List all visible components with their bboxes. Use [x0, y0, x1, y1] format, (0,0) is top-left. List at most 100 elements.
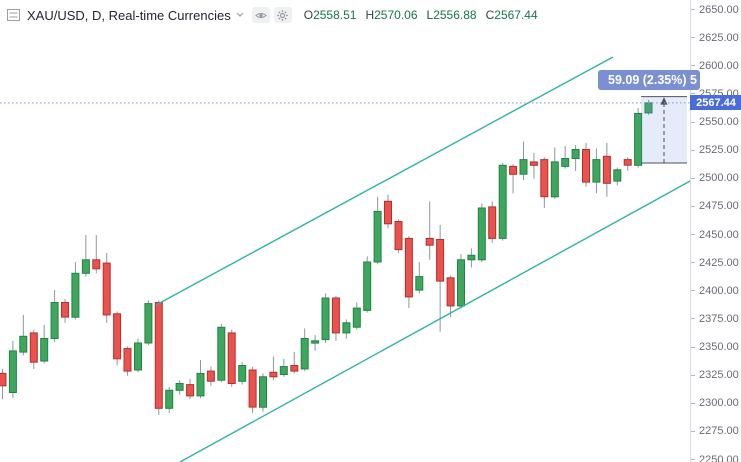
candle-up — [415, 276, 424, 291]
candle-up — [571, 149, 580, 159]
axis-price-label: 2450.00 — [691, 229, 739, 241]
candle-down — [425, 237, 434, 246]
candle-up — [217, 326, 226, 381]
candle-up — [259, 376, 267, 408]
trendline-lower[interactable] — [179, 180, 690, 462]
axis-tick — [691, 459, 695, 460]
low-label: L — [426, 8, 434, 22]
axis-price-label: 2625.00 — [691, 32, 739, 44]
chevron-down-icon[interactable] — [236, 10, 244, 20]
axis-tick — [691, 65, 695, 67]
axis-tick — [691, 177, 695, 179]
axis-tick — [691, 149, 695, 151]
candle-down — [529, 161, 538, 166]
axis-tick — [691, 37, 695, 39]
axis-price-label: 2500.00 — [691, 172, 739, 184]
eye-icon — [254, 12, 267, 18]
axis-price-label: 2550.00 — [691, 116, 739, 128]
candle-down — [331, 297, 340, 334]
candle-up — [550, 161, 559, 198]
candle-up — [321, 297, 330, 341]
candle-down — [154, 302, 163, 409]
candle-down — [384, 200, 392, 225]
axis-price-label: 2300.00 — [691, 397, 739, 409]
candle-down — [488, 206, 497, 239]
measure-tooltip: 59.09 (2.35%) 5 — [598, 70, 700, 90]
axis-tick — [691, 430, 695, 432]
candle-down — [394, 221, 403, 251]
candle-up — [467, 254, 476, 261]
candle-up — [238, 365, 247, 382]
high-value: 2570.06 — [374, 8, 418, 22]
candle-up — [81, 259, 90, 274]
close-label: C — [485, 8, 495, 22]
candle-down — [404, 237, 413, 298]
candle-down — [290, 365, 299, 372]
candle-down — [248, 369, 257, 408]
candles-group — [0, 99, 653, 415]
candle-down — [436, 239, 445, 282]
candlestick-chart[interactable] — [0, 0, 690, 462]
axis-price-label: 2650.00 — [691, 4, 739, 16]
candle-up — [561, 158, 570, 167]
axis-tick — [691, 374, 695, 376]
axis-price-label: 2350.00 — [691, 341, 739, 353]
candle-down — [623, 159, 632, 166]
candle-up — [311, 340, 320, 344]
high-label: H — [365, 8, 375, 22]
candle-down — [446, 277, 455, 307]
candle-down — [102, 262, 111, 316]
candle-down — [602, 155, 611, 184]
candle-up — [19, 335, 28, 353]
axis-price-label: 2250.00 — [691, 454, 739, 462]
axis-tick — [691, 121, 695, 123]
symbol-title[interactable]: XAU/USD, D, Real-time Currencies — [27, 7, 231, 23]
axis-tick — [691, 402, 695, 404]
candle-up — [592, 159, 601, 183]
axis-price-label: 2425.00 — [691, 257, 739, 269]
visibility-toggle-button[interactable] — [251, 7, 270, 23]
candle-up — [134, 342, 142, 371]
candle-down — [269, 371, 278, 378]
axis-price-label: 2525.00 — [691, 144, 739, 156]
candle-up — [71, 272, 80, 318]
axis-price-label: 2400.00 — [691, 285, 739, 297]
candle-up — [342, 322, 351, 334]
candle-down — [540, 159, 549, 198]
trendline-upper[interactable] — [155, 56, 614, 306]
open-label: O — [303, 8, 314, 22]
candle-down — [582, 149, 590, 183]
candle-down — [227, 332, 236, 384]
candle-up — [373, 210, 382, 263]
axis-tick — [691, 9, 695, 10]
settings-button[interactable] — [273, 7, 292, 23]
candle-up — [279, 366, 288, 376]
candle-up — [477, 207, 486, 261]
arrow-up-icon — [660, 97, 668, 105]
candle-down — [0, 372, 7, 387]
candle-up — [634, 113, 643, 166]
axis-price-label: 2325.00 — [691, 369, 739, 381]
candle-up — [457, 259, 465, 307]
legend-toggle-icon[interactable] — [7, 9, 20, 21]
candle-up — [300, 338, 309, 370]
axis-price-label: 2375.00 — [691, 313, 739, 325]
low-value: 2556.88 — [433, 8, 477, 22]
candle-down — [92, 259, 101, 270]
ohlc-values: O 2558.51 H 2570.06 L 2556.88 C 2567.44 — [304, 8, 538, 22]
candle-up — [498, 164, 507, 239]
price-range-tool[interactable] — [641, 96, 687, 164]
axis-tick — [691, 262, 695, 264]
candle-up — [40, 338, 49, 362]
candle-down — [29, 332, 38, 363]
candle-up — [363, 261, 372, 311]
candle-up — [613, 169, 622, 182]
candle-down — [123, 348, 132, 372]
axis-price-label: 2600.00 — [691, 60, 739, 72]
candle-up — [50, 302, 59, 339]
axis-price-label: 2275.00 — [691, 425, 739, 437]
axis-tick — [691, 205, 695, 207]
candle-up — [196, 372, 205, 397]
